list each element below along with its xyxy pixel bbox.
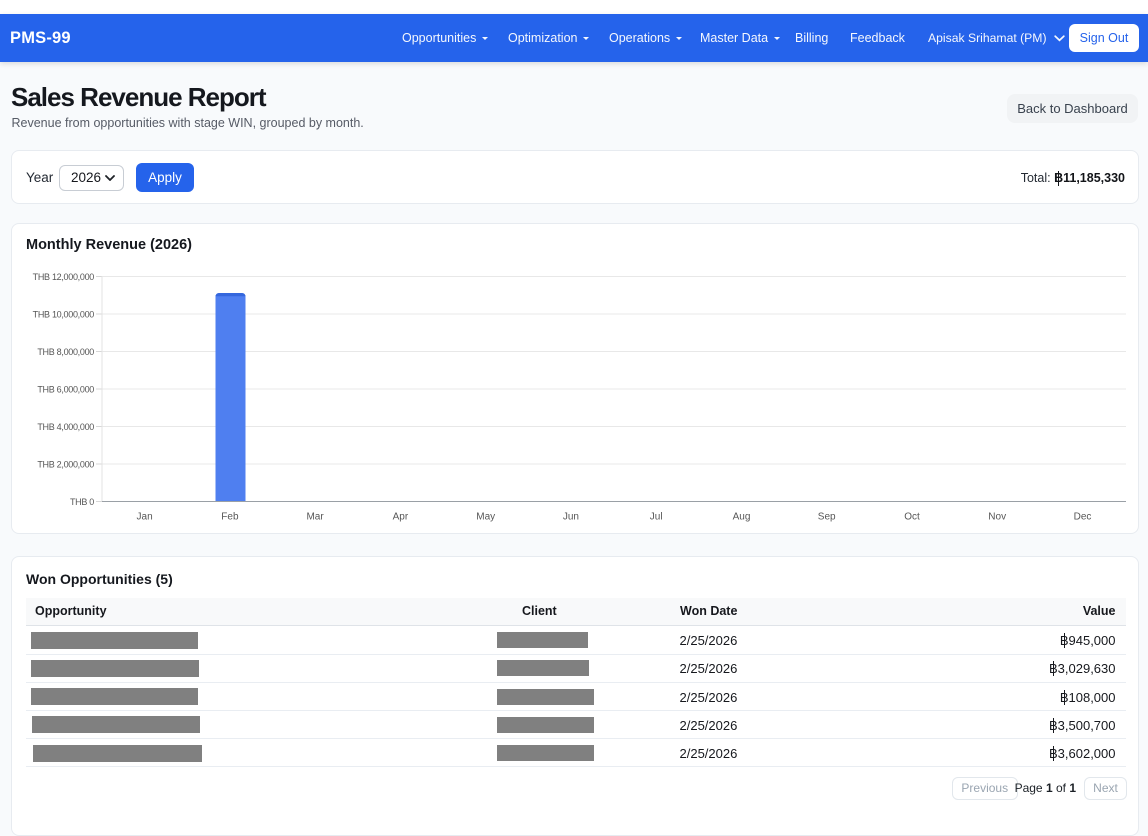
svg-text:Jul: Jul (650, 512, 663, 523)
svg-text:THB 12,000,000: THB 12,000,000 (33, 272, 95, 282)
svg-text:THB 8,000,000: THB 8,000,000 (37, 347, 94, 357)
svg-text:Oct: Oct (904, 512, 920, 523)
svg-text:May: May (476, 512, 495, 523)
svg-text:Dec: Dec (1074, 512, 1092, 523)
svg-text:Jun: Jun (563, 512, 579, 523)
svg-text:Apr: Apr (393, 512, 409, 523)
svg-text:THB 6,000,000: THB 6,000,000 (37, 385, 94, 395)
svg-text:THB 2,000,000: THB 2,000,000 (37, 460, 94, 470)
svg-text:Jan: Jan (137, 512, 153, 523)
svg-text:Feb: Feb (221, 512, 239, 523)
svg-text:Nov: Nov (988, 512, 1006, 523)
svg-text:Sep: Sep (818, 512, 836, 523)
svg-text:THB 0: THB 0 (70, 497, 94, 507)
svg-text:Mar: Mar (306, 512, 324, 523)
svg-text:THB 10,000,000: THB 10,000,000 (33, 310, 95, 320)
svg-text:Aug: Aug (733, 512, 751, 523)
svg-text:THB 4,000,000: THB 4,000,000 (37, 422, 94, 432)
